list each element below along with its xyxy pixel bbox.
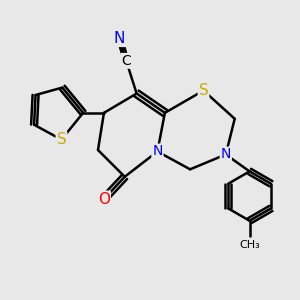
Text: N: N <box>220 148 231 161</box>
Text: S: S <box>199 83 208 98</box>
Text: C: C <box>121 54 131 68</box>
Text: N: N <box>152 145 163 158</box>
Text: O: O <box>98 191 110 206</box>
Text: CH₃: CH₃ <box>239 239 260 250</box>
Text: N: N <box>114 31 125 46</box>
Text: S: S <box>57 132 66 147</box>
